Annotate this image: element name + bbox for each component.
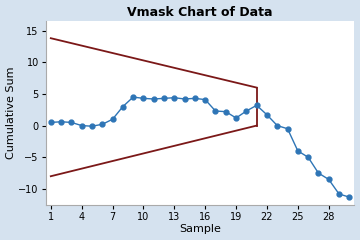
Y-axis label: Cumulative Sum: Cumulative Sum bbox=[5, 67, 15, 159]
X-axis label: Sample: Sample bbox=[179, 224, 221, 234]
Title: Vmask Chart of Data: Vmask Chart of Data bbox=[127, 6, 273, 18]
